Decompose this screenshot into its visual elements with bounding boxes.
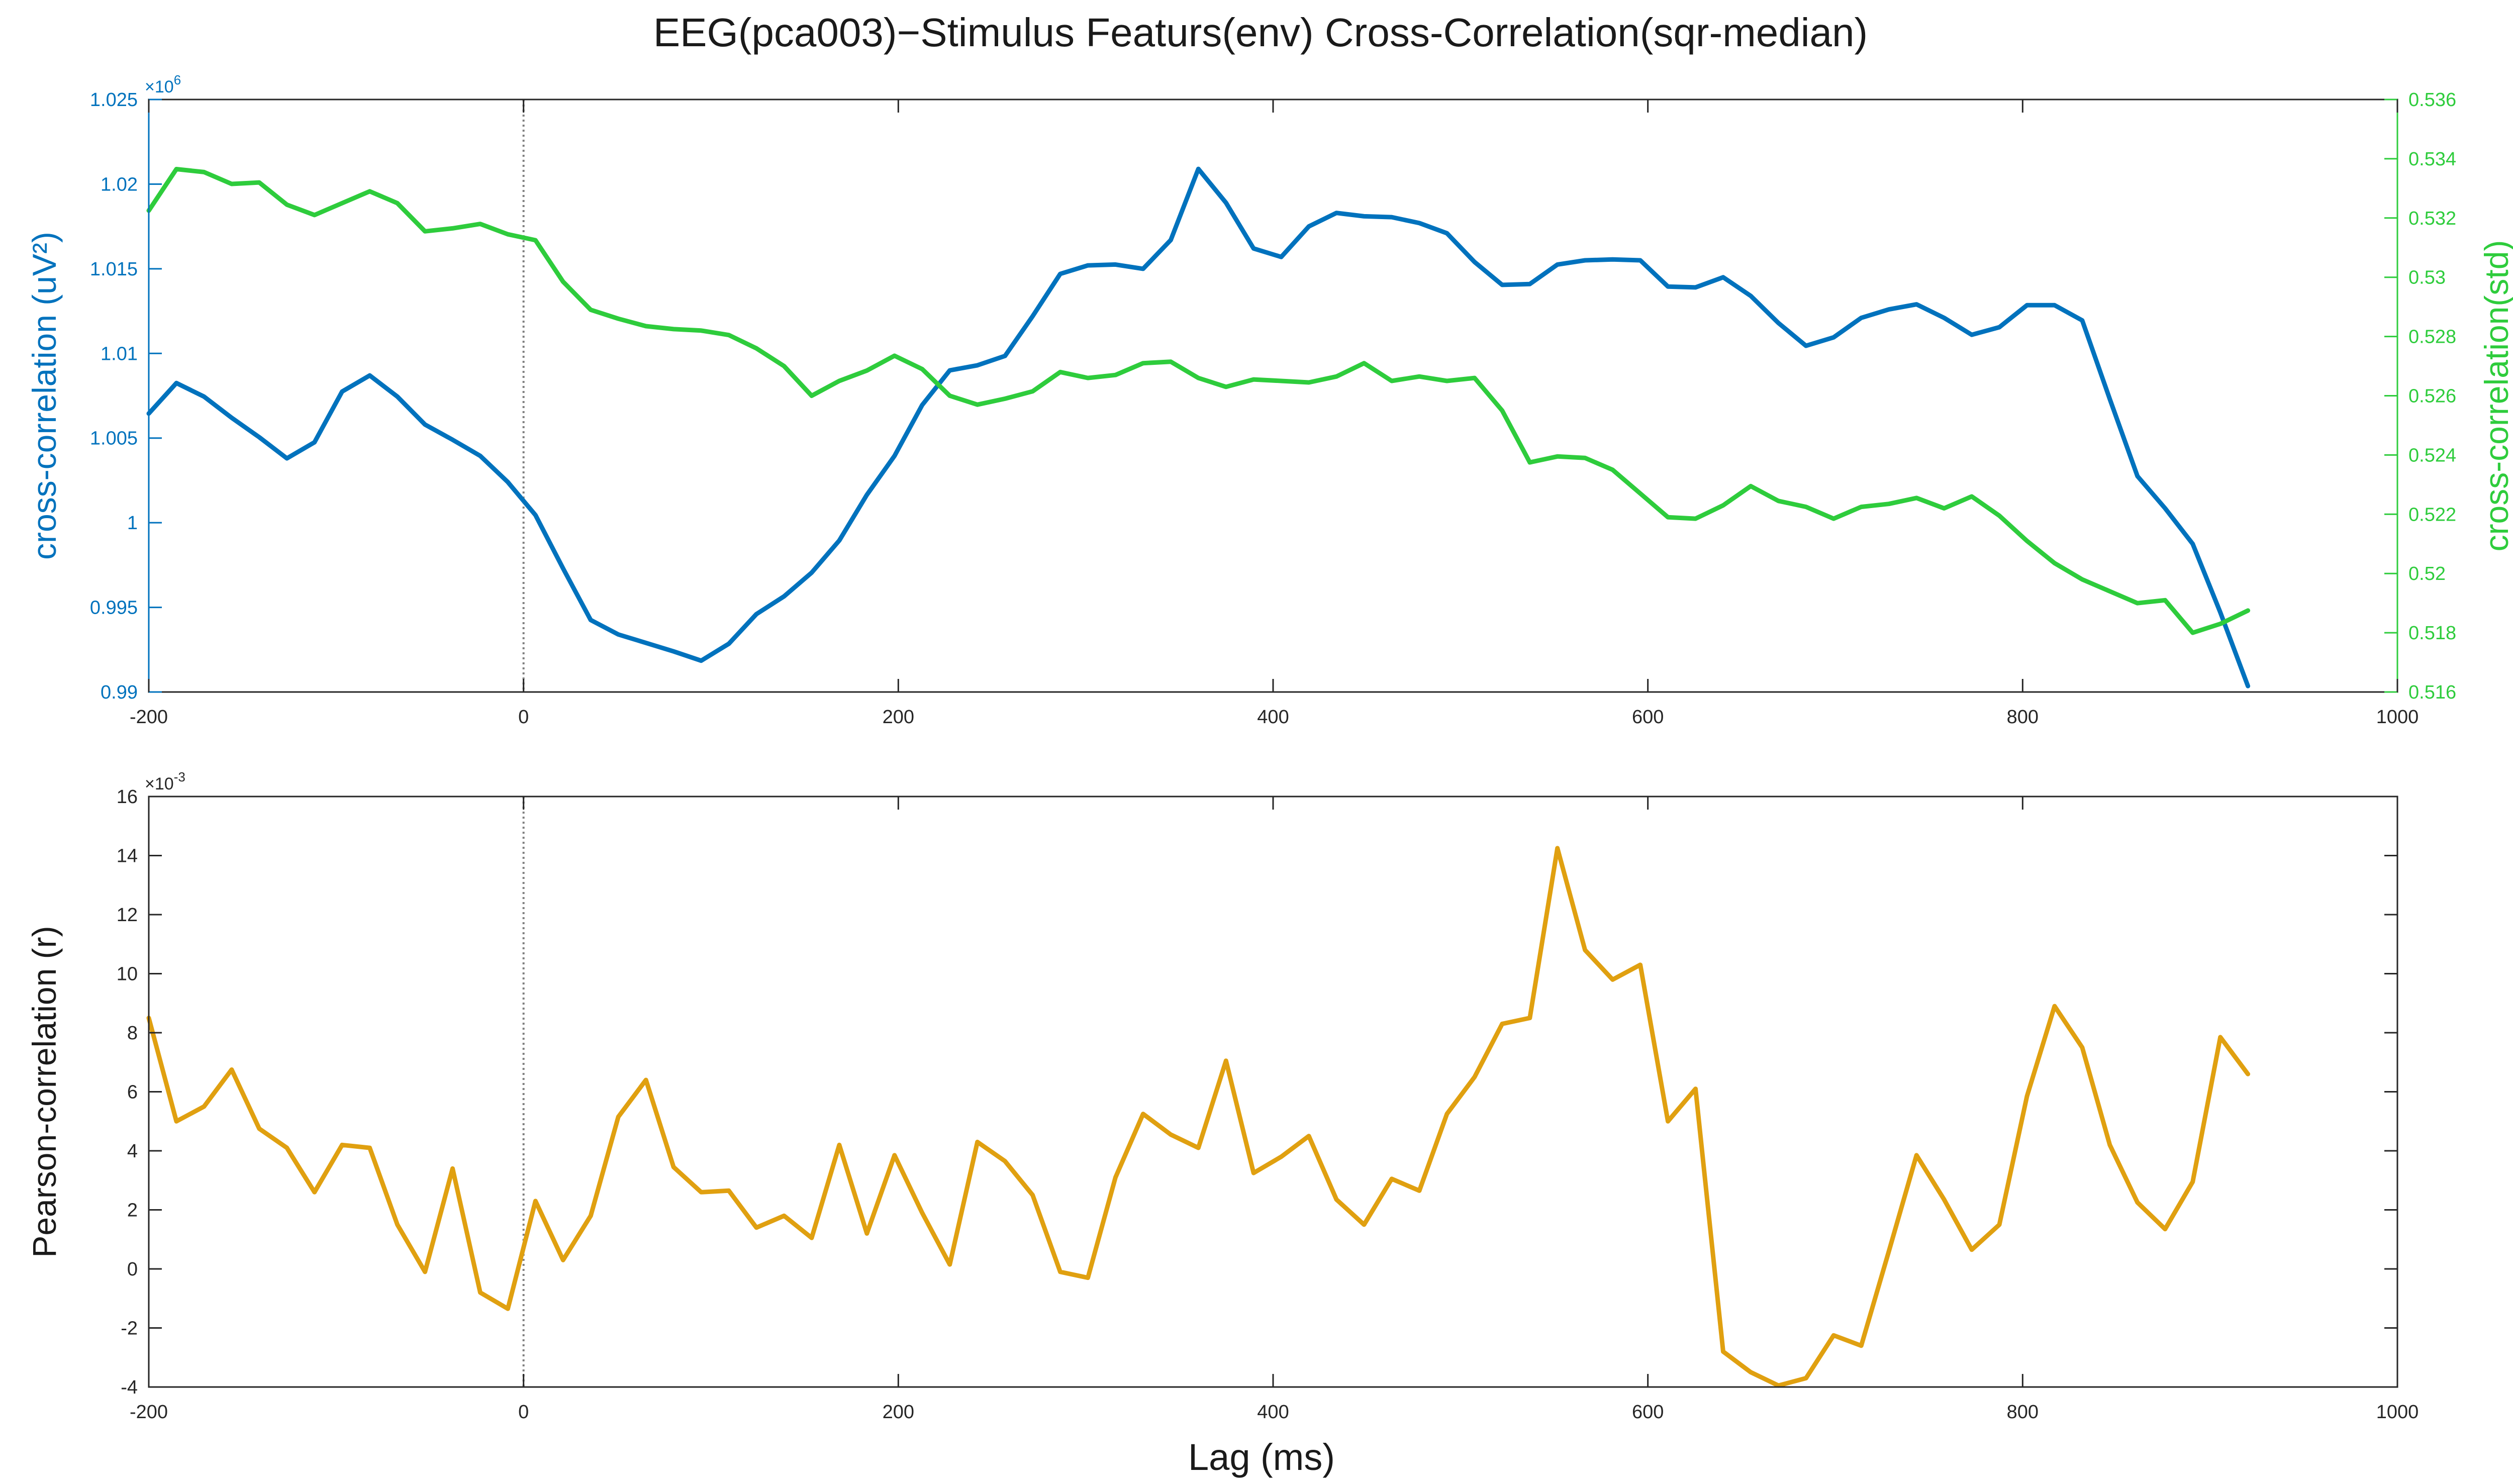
top-series-group bbox=[146, 166, 2251, 688]
x-tick-label: 600 bbox=[1632, 1402, 1664, 1423]
left-tick-label: 1 bbox=[127, 513, 138, 534]
x-tick-label: 200 bbox=[883, 707, 914, 728]
x-axis-label: Lag (ms) bbox=[1188, 1436, 1335, 1478]
right-tick-label: 0.532 bbox=[2408, 208, 2456, 229]
right-tick-label: 0.518 bbox=[2408, 623, 2456, 644]
left-tick-label: 1.025 bbox=[90, 89, 138, 111]
left-tick-label: 16 bbox=[117, 786, 138, 808]
left-tick-label: -4 bbox=[121, 1377, 138, 1398]
right-tick-label: 0.534 bbox=[2408, 149, 2456, 170]
left-tick-label: 0.99 bbox=[101, 682, 138, 703]
top-x-axis: -200 0 200 400 600 800 1000 bbox=[130, 100, 2419, 728]
x-tick-label: 400 bbox=[1257, 707, 1289, 728]
right-tick-label: 0.526 bbox=[2408, 386, 2456, 407]
left-tick-label: -2 bbox=[121, 1318, 138, 1339]
top-left-exponent-power: 6 bbox=[174, 72, 181, 87]
bottom-x-axis: -200 0 200 400 600 800 1000 bbox=[130, 797, 2419, 1423]
left-tick-label: 14 bbox=[117, 846, 138, 867]
x-tick-label: 0 bbox=[518, 707, 529, 728]
top-right-axis: 0.516 0.518 0.52 0.522 0.524 0.526 0.528 0.53 0.… bbox=[2384, 89, 2456, 703]
bottom-left-exponent-base: ×10 bbox=[145, 774, 174, 794]
bottom-left-axis: -4 -2 0 2 4 6 8 10 12 14 16 bbox=[117, 786, 2397, 1398]
left-tick-label: 10 bbox=[117, 964, 138, 985]
right-tick-label: 0.522 bbox=[2408, 504, 2456, 525]
left-tick-label: 0.995 bbox=[90, 598, 138, 619]
x-tick-label: -200 bbox=[130, 1402, 168, 1423]
series-line-0-1 bbox=[146, 167, 2251, 635]
top-left-exponent-base: ×10 bbox=[145, 77, 174, 96]
top-right-axis-label: cross-correlation(std) bbox=[2478, 240, 2513, 552]
left-tick-label: 12 bbox=[117, 905, 138, 926]
x-tick-label: 800 bbox=[2007, 1402, 2039, 1423]
left-tick-label: 1.02 bbox=[101, 174, 138, 195]
x-tick-label: 0 bbox=[518, 1402, 529, 1423]
right-tick-label: 0.516 bbox=[2408, 682, 2456, 703]
right-tick-label: 0.52 bbox=[2408, 563, 2446, 584]
left-tick-label: 1.005 bbox=[90, 428, 138, 449]
left-tick-label: 6 bbox=[127, 1082, 138, 1103]
bottom-left-axis-exponent: ×10-3 bbox=[145, 769, 185, 794]
left-tick-label: 0 bbox=[127, 1259, 138, 1280]
top-left-axis-exponent: ×106 bbox=[145, 72, 181, 96]
x-tick-label: 1000 bbox=[2376, 1402, 2419, 1423]
figure-title: EEG(pca003)−Stimulus Featurs(env) Cross-… bbox=[653, 10, 1868, 55]
x-tick-label: 800 bbox=[2007, 707, 2039, 728]
right-tick-label: 0.536 bbox=[2408, 89, 2456, 111]
x-tick-label: 200 bbox=[883, 1402, 914, 1423]
bottom-series-group bbox=[146, 846, 2251, 1388]
top-left-axis: 0.99 0.995 1 1.005 1.01 1.015 1.02 1.025 bbox=[90, 89, 162, 703]
x-tick-label: -200 bbox=[130, 707, 168, 728]
right-tick-label: 0.528 bbox=[2408, 327, 2456, 348]
right-tick-label: 0.524 bbox=[2408, 445, 2456, 466]
top-left-axis-label: cross-correlation (uV²) bbox=[26, 232, 63, 560]
left-tick-label: 1.01 bbox=[101, 343, 138, 364]
x-tick-label: 400 bbox=[1257, 1402, 1289, 1423]
right-tick-label: 0.53 bbox=[2408, 267, 2446, 288]
x-tick-label: 600 bbox=[1632, 707, 1664, 728]
left-tick-label: 2 bbox=[127, 1200, 138, 1221]
left-tick-label: 4 bbox=[127, 1141, 138, 1162]
left-tick-label: 1.015 bbox=[90, 259, 138, 280]
left-tick-label: 8 bbox=[127, 1023, 138, 1044]
bottom-left-axis-label: Pearson-correlation (r) bbox=[26, 926, 63, 1257]
x-tick-label: 1000 bbox=[2376, 707, 2419, 728]
series-line-1-0 bbox=[146, 846, 2251, 1388]
series-line-0-0 bbox=[146, 166, 2251, 688]
bottom-left-exponent-power: -3 bbox=[174, 769, 185, 784]
